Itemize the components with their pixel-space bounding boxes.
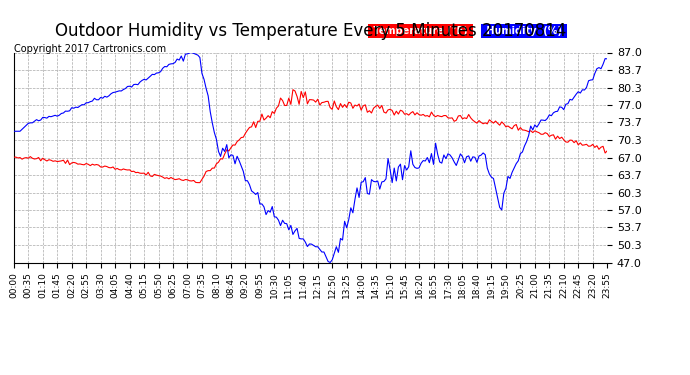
Text: Humidity  (%): Humidity (%)	[482, 26, 565, 36]
Text: Temperature (°F): Temperature (°F)	[370, 26, 471, 36]
Title: Outdoor Humidity vs Temperature Every 5 Minutes 20170814: Outdoor Humidity vs Temperature Every 5 …	[55, 22, 566, 40]
Text: Copyright 2017 Cartronics.com: Copyright 2017 Cartronics.com	[14, 44, 166, 54]
